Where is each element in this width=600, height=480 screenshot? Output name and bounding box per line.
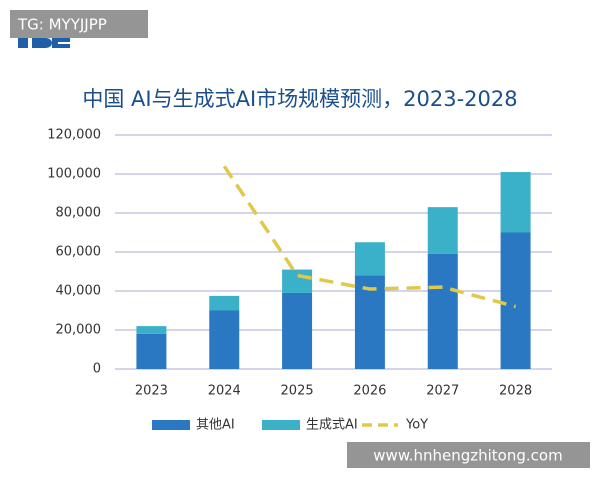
legend-swatch (262, 420, 300, 430)
logo-fragment (18, 38, 70, 48)
x-tick-label: 2024 (208, 384, 241, 399)
y-tick-label: 80,000 (56, 206, 102, 221)
bar (282, 269, 313, 293)
bar (500, 232, 531, 369)
y-tick-label: 0 (93, 362, 101, 377)
bar (427, 207, 458, 254)
y-tick-label: 20,000 (56, 323, 102, 338)
y-tick-label: 100,000 (47, 167, 101, 182)
legend-label: 生成式AI (306, 418, 358, 433)
x-tick-label: 2028 (499, 384, 532, 399)
bar (136, 333, 167, 369)
watermark: TG: MYYJJPP (17, 16, 107, 34)
legend-label: 其他AI (196, 418, 235, 433)
y-tick-label: 120,000 (47, 128, 101, 143)
bar (427, 253, 458, 369)
y-tick-label: 60,000 (56, 245, 102, 260)
plot: 0 20,000 40,000 60,000 80,000 100,000 120,000 2… (47, 128, 552, 433)
x-tick-label: 2023 (135, 384, 168, 399)
y-tick-label: 40,000 (56, 284, 102, 299)
bar (354, 242, 385, 276)
chart-title: 中国 AI与生成式AI市场规模预测，2023-2028 (82, 87, 517, 111)
line (222, 165, 517, 309)
bar (282, 292, 313, 369)
watermark: www.hnhengzhitong.com (373, 447, 562, 465)
bar (136, 326, 167, 334)
legend-swatch (152, 420, 190, 430)
x-tick-label: 2026 (353, 384, 386, 399)
bar (354, 275, 385, 369)
bar (209, 295, 240, 311)
bar (500, 172, 531, 233)
watermark-box (10, 10, 148, 38)
x-tick-label: 2025 (281, 384, 314, 399)
bar (209, 310, 240, 369)
x-tick-label: 2027 (426, 384, 459, 399)
watermark-box (347, 442, 590, 468)
legend-label: YoY (405, 418, 428, 433)
